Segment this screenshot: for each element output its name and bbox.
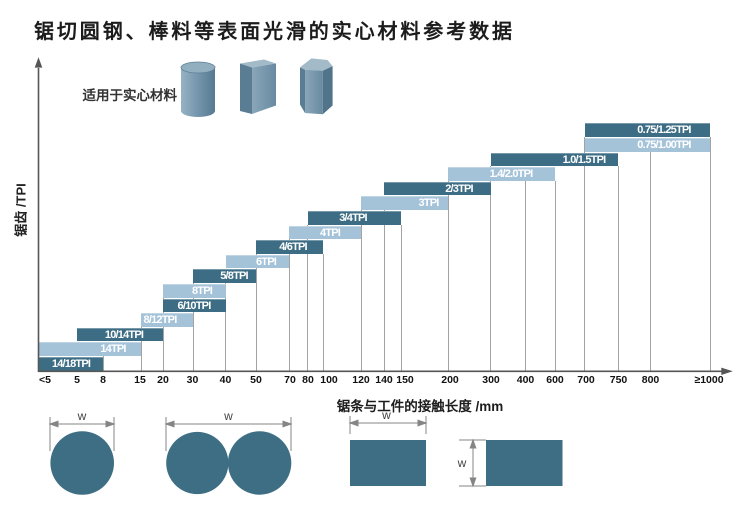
svg-text:w: w <box>77 409 87 423</box>
svg-text:w: w <box>223 409 233 423</box>
svg-text:w: w <box>381 408 391 422</box>
svg-text:w: w <box>457 456 467 470</box>
